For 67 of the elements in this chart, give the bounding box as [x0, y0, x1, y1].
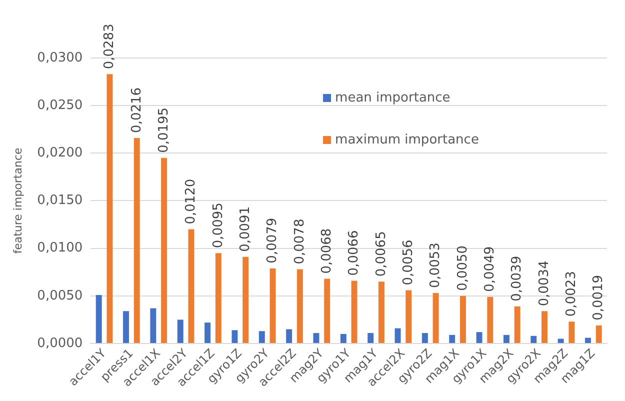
data-label: 0,0049: [482, 246, 498, 292]
bar: [313, 333, 320, 343]
bar: [258, 331, 265, 343]
y-tick-label: 0,0250: [37, 98, 83, 113]
data-label: 0,0034: [536, 260, 552, 306]
data-label: 0,0283: [102, 24, 118, 70]
bar: [368, 333, 374, 343]
data-label: 0,0066: [346, 230, 362, 276]
bar: [503, 334, 510, 343]
bar: [422, 333, 428, 343]
bar: [406, 290, 412, 343]
data-label: 0,0039: [510, 256, 525, 302]
legend-label: mean importance: [335, 90, 450, 106]
data-label: 0,0195: [156, 107, 172, 153]
bar: [394, 328, 401, 343]
bar: [242, 256, 249, 343]
bar: [378, 282, 384, 343]
bar: [296, 269, 303, 343]
bar: [134, 138, 140, 343]
bar: [161, 158, 168, 343]
legend-label: maximum importance: [335, 132, 479, 148]
y-tick-label: 0,0050: [37, 288, 83, 304]
y-axis-title: feature importance: [11, 147, 24, 254]
data-label: 0,0078: [292, 218, 308, 264]
data-label: 0,0050: [455, 245, 470, 291]
bar: [449, 334, 456, 343]
bar: [286, 329, 292, 343]
bar: [340, 334, 346, 343]
data-label: 0,0068: [319, 228, 334, 274]
data-label: 0,0091: [238, 206, 253, 252]
y-tick-label: 0,0150: [37, 193, 83, 208]
bar: [584, 338, 591, 343]
bar: [204, 322, 211, 343]
bar: [476, 332, 482, 343]
data-label: 0,0056: [401, 240, 416, 286]
bar: [558, 338, 564, 343]
data-label: 0,0023: [564, 271, 580, 317]
y-tick-label: 0,0300: [37, 50, 83, 66]
bar: [351, 280, 358, 343]
bar: [432, 293, 439, 343]
bar: [232, 330, 238, 343]
bar: [460, 296, 466, 343]
data-label: 0,0216: [129, 87, 144, 133]
y-tick-label: 0,0100: [37, 240, 83, 256]
data-label: 0,0120: [184, 178, 199, 224]
bar: [96, 294, 102, 343]
data-label: 0,0095: [210, 202, 226, 248]
bar: [542, 311, 548, 343]
data-label: 0,0079: [265, 218, 280, 264]
bar: [215, 253, 222, 343]
bar: [514, 306, 520, 343]
data-label: 0,0065: [374, 231, 389, 277]
bar: [530, 336, 537, 343]
bar: [177, 320, 184, 343]
data-label: 0,0019: [591, 274, 606, 320]
bar: [188, 229, 194, 343]
bar: [596, 325, 602, 343]
bar: [487, 296, 494, 343]
bar: [150, 308, 156, 343]
bar: [106, 74, 113, 343]
y-tick-label: 0,0200: [37, 146, 83, 161]
data-label: 0,0053: [428, 242, 444, 288]
bar: [123, 311, 130, 343]
bar: [324, 278, 330, 343]
bar: [568, 322, 575, 343]
bar: [270, 268, 276, 343]
y-tick-label: 0,0000: [37, 336, 83, 351]
